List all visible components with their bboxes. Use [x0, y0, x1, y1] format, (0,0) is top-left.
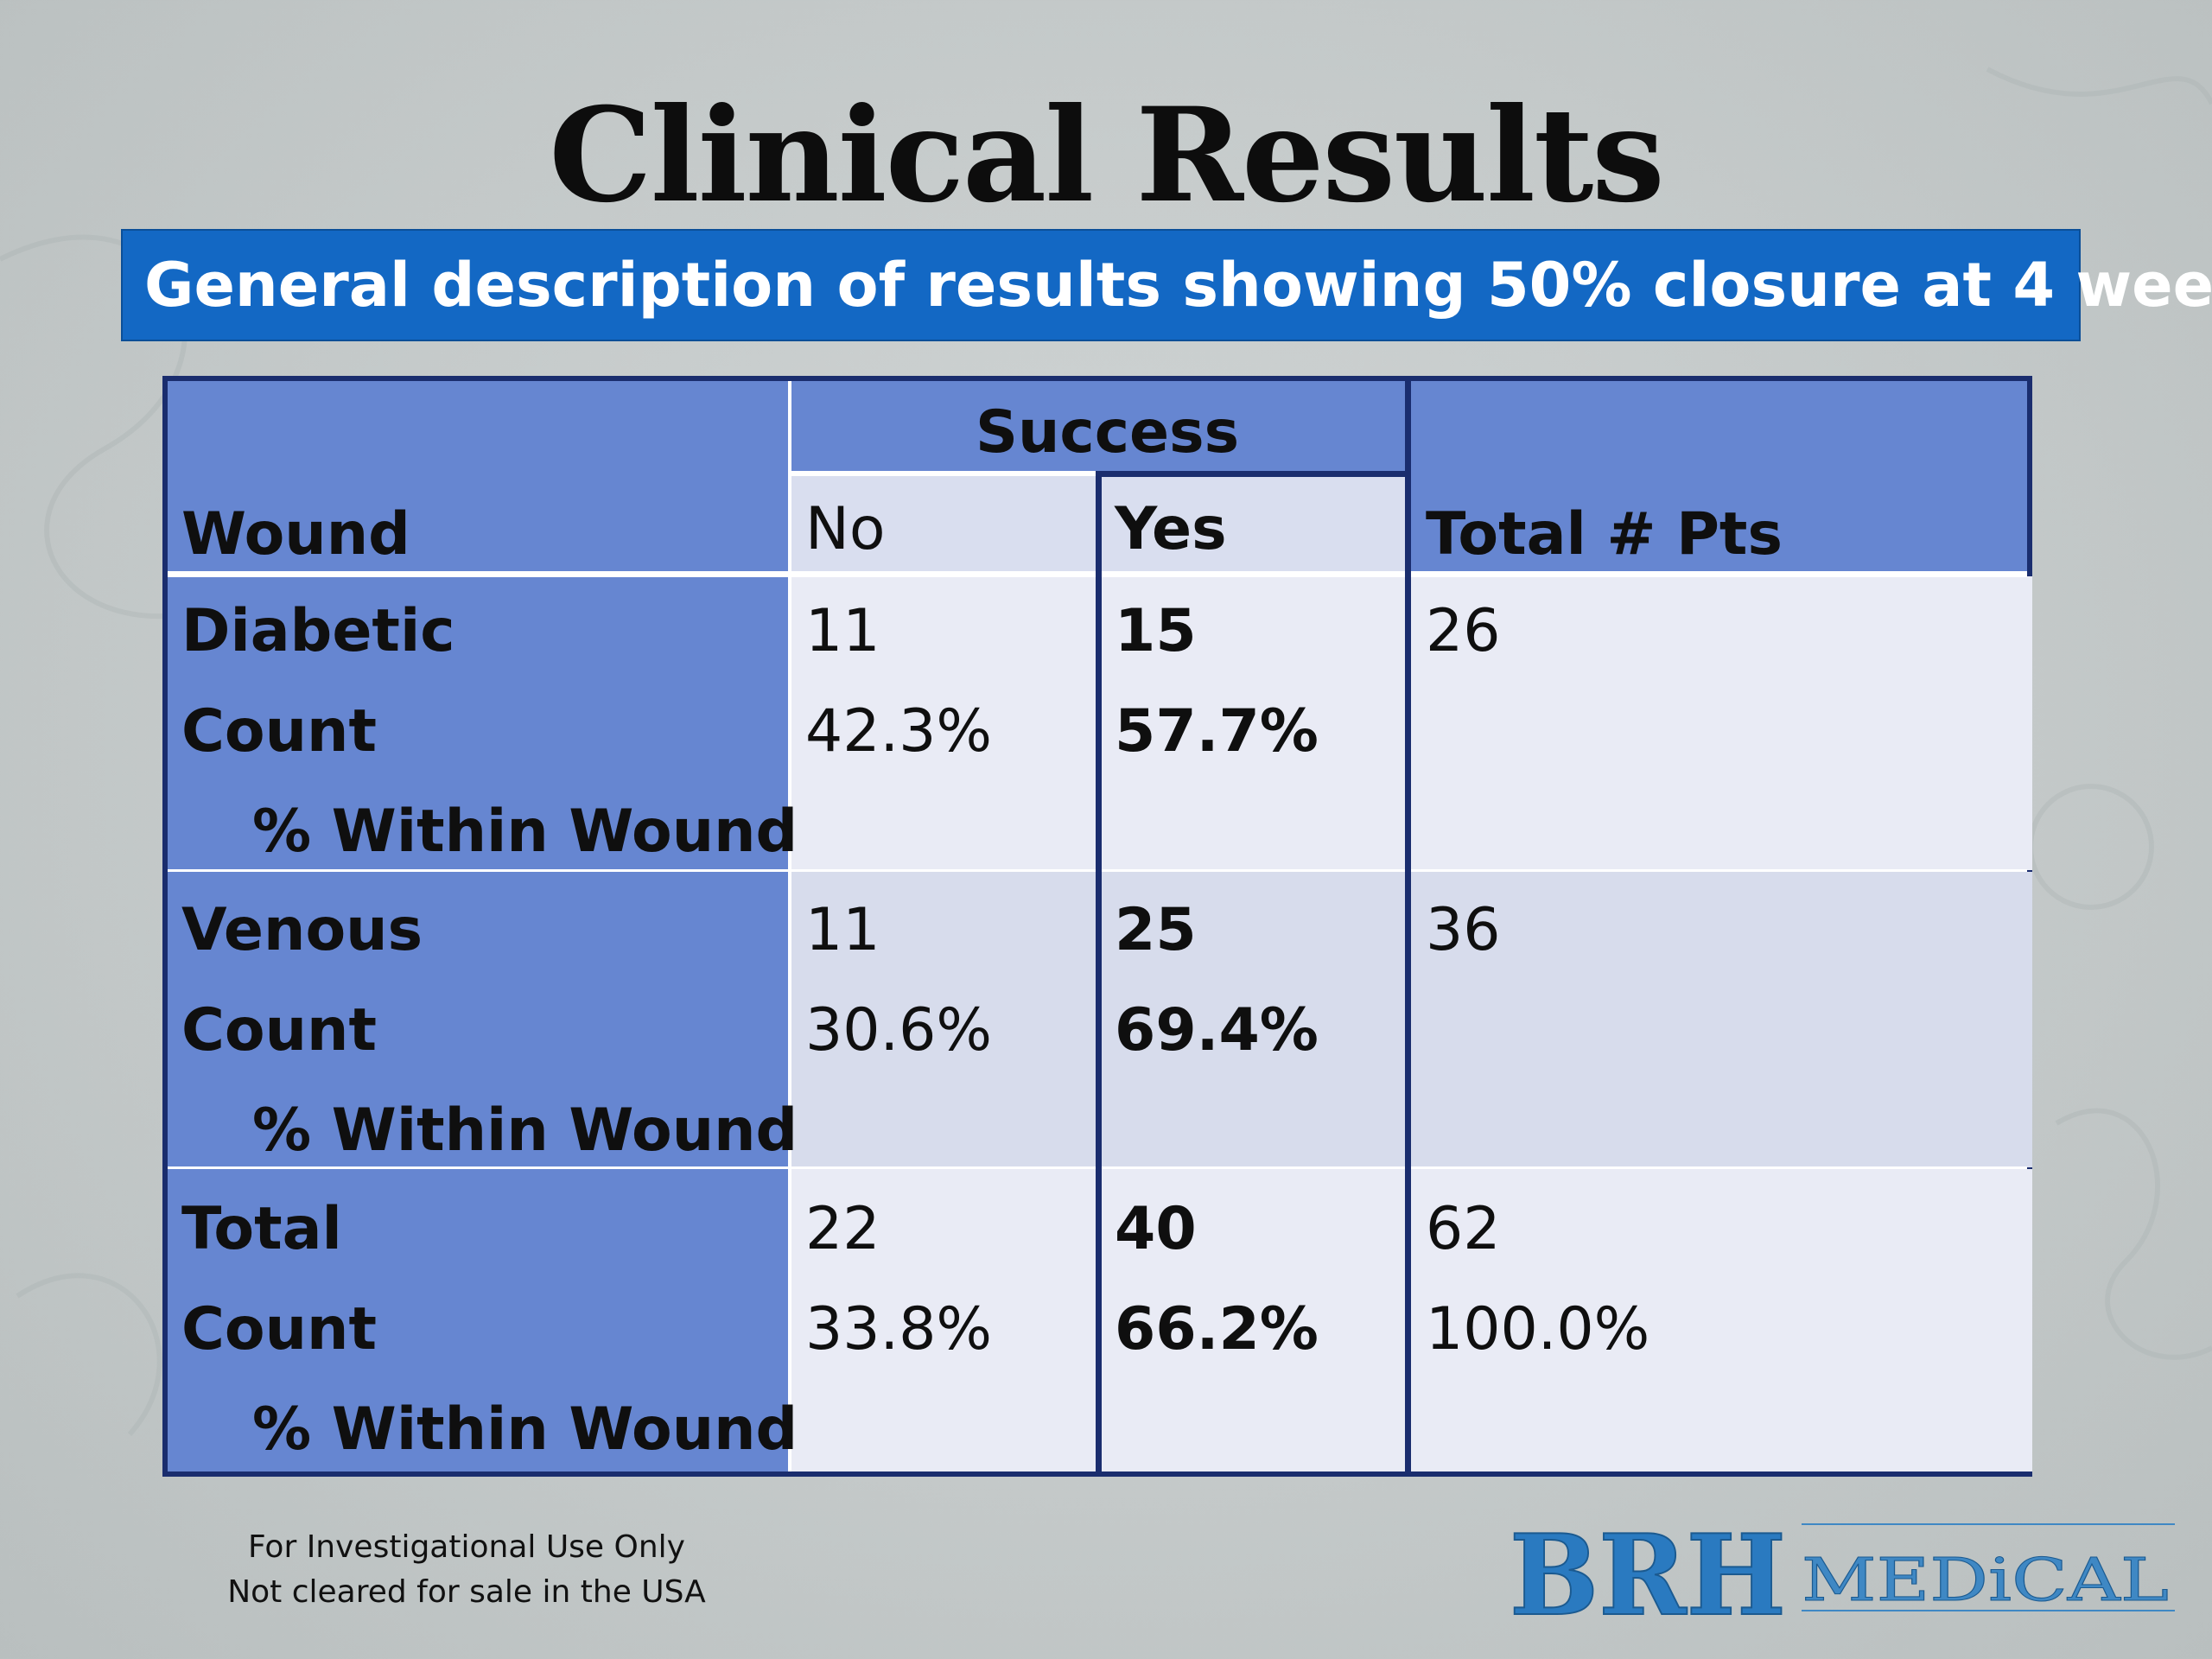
- yes-header-top-border: [1096, 471, 1411, 477]
- row-total-no-pct: 33.8%: [805, 1295, 993, 1363]
- row-diabetic-no-count: 11: [805, 597, 880, 665]
- row-venous-no-pct: 30.6%: [805, 996, 993, 1065]
- success-underline: [791, 471, 1101, 476]
- col-divider-yes: [1096, 471, 1102, 1471]
- row-total-total-pct: 100.0%: [1426, 1295, 1650, 1363]
- row-venous-yes-count: 25: [1115, 896, 1197, 964]
- row-venous-pct-label: % Within Wound: [252, 1096, 798, 1165]
- row-diabetic-name: Diabetic: [181, 597, 455, 665]
- row-diabetic-yes-pct: 57.7%: [1115, 697, 1319, 766]
- no-header: No: [805, 495, 886, 563]
- total-data-cells: [791, 1169, 2032, 1471]
- row-diabetic-count-label: Count: [181, 697, 377, 766]
- page-title: Clinical Results: [549, 79, 1664, 232]
- header-no-cell: [791, 476, 1101, 575]
- row-total-yes-pct: 66.2%: [1115, 1295, 1319, 1363]
- row-diabetic-pct-label: % Within Wound: [252, 798, 798, 866]
- row-total-total-count: 62: [1426, 1195, 1501, 1263]
- row-total-yes-count: 40: [1115, 1195, 1197, 1263]
- row-diabetic-total-count: 26: [1426, 597, 1501, 665]
- row-venous-name: Venous: [181, 896, 423, 964]
- success-header: Success: [976, 398, 1240, 467]
- row-diabetic-no-pct: 42.3%: [805, 697, 993, 766]
- brh-medical-logo: BRH MEDiCAL: [1509, 1512, 2175, 1629]
- row-venous-no-count: 11: [805, 896, 880, 964]
- logo-secondary-text: MEDiCAL: [1802, 1547, 2169, 1615]
- total-pts-header: Total # Pts: [1426, 500, 1783, 569]
- disclaimer-line-1: For Investigational Use Only: [248, 1529, 685, 1565]
- row-venous-yes-pct: 69.4%: [1115, 996, 1319, 1065]
- logo-primary-text: BRH: [1510, 1512, 1786, 1629]
- disclaimer: For Investigational Use Only Not cleared…: [173, 1525, 760, 1615]
- diabetic-data-cells: [791, 576, 2032, 870]
- row-venous-count-label: Count: [181, 996, 377, 1065]
- first-col-divider: [788, 381, 791, 1471]
- col-divider-total: [1405, 381, 1411, 1471]
- row-venous-total-count: 36: [1426, 896, 1501, 964]
- disclaimer-line-2: Not cleared for sale in the USA: [227, 1574, 706, 1610]
- wound-header: Wound: [181, 500, 410, 569]
- header-yes-cell: [1101, 476, 1410, 575]
- results-table: Success Wound No Yes Total # Pts Diabeti…: [162, 376, 2032, 1477]
- row-total-count-label: Count: [181, 1295, 377, 1363]
- row-total-pct-label: % Within Wound: [252, 1395, 798, 1464]
- subtitle-banner: General description of results showing 5…: [121, 229, 2212, 341]
- yes-header: Yes: [1115, 495, 1227, 563]
- row-total-name: Total: [181, 1195, 342, 1263]
- venous-data-cells: [791, 872, 2032, 1167]
- row-diabetic-yes-count: 15: [1115, 597, 1197, 665]
- row-total-no-count: 22: [805, 1195, 880, 1263]
